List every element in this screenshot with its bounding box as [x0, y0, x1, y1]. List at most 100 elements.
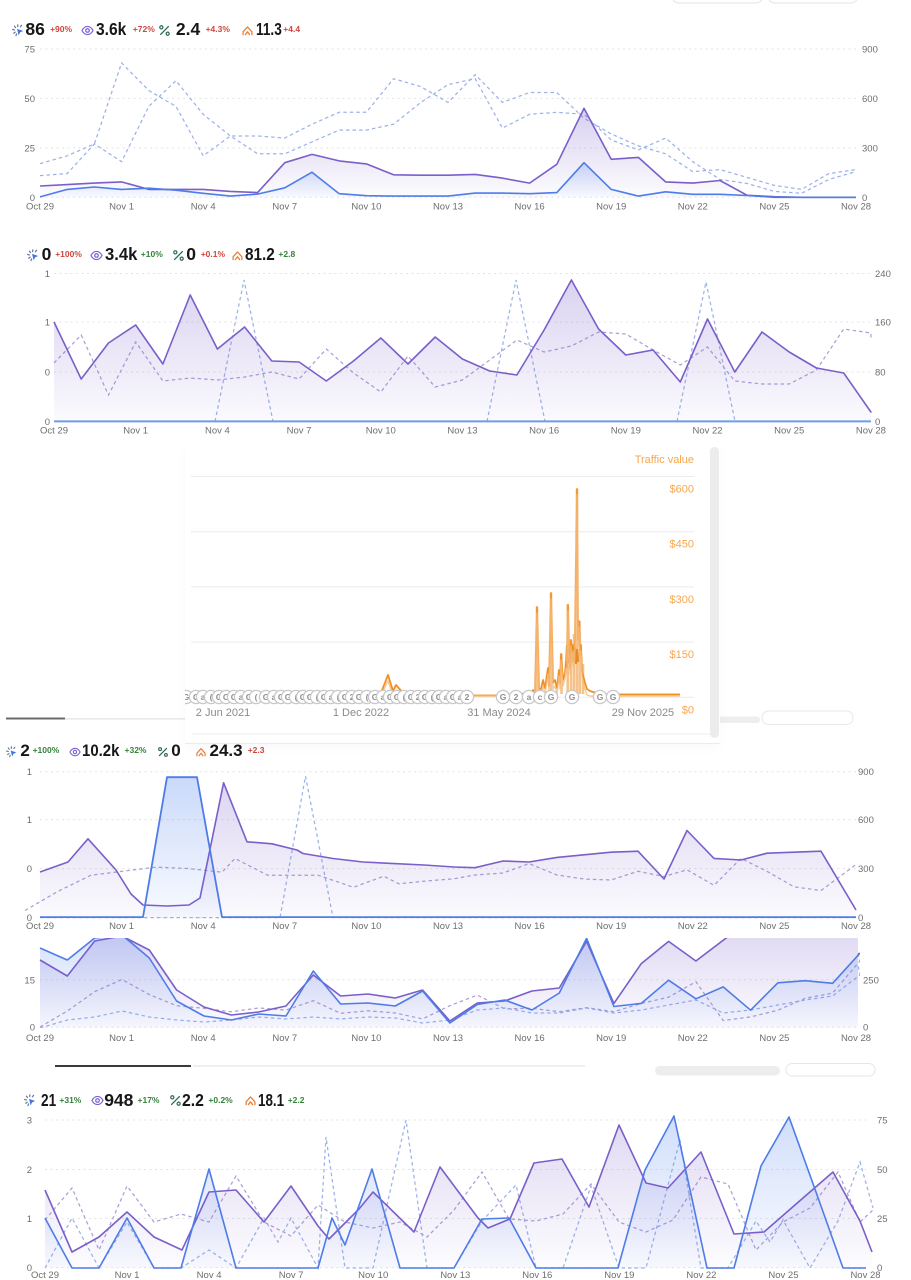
svg-text:240: 240 — [875, 269, 891, 280]
svg-text:Nov 13: Nov 13 — [433, 921, 463, 932]
svg-text:Nov 1: Nov 1 — [109, 1033, 134, 1044]
svg-text:1: 1 — [27, 767, 32, 778]
svg-text:900: 900 — [862, 45, 878, 56]
svg-text:0: 0 — [45, 368, 50, 379]
svg-text:2 Jun 2021: 2 Jun 2021 — [196, 707, 250, 719]
svg-text:G: G — [548, 692, 555, 702]
svg-text:0: 0 — [30, 193, 35, 204]
svg-text:Nov 19: Nov 19 — [596, 921, 626, 932]
svg-text:G: G — [285, 692, 292, 702]
svg-text:G: G — [263, 692, 270, 702]
svg-text:50: 50 — [877, 1165, 888, 1176]
svg-text:Nov 1: Nov 1 — [123, 426, 148, 437]
svg-text:$300: $300 — [670, 594, 694, 606]
svg-text:80: 80 — [875, 368, 886, 379]
svg-text:Nov 28: Nov 28 — [841, 202, 871, 213]
svg-text:c: c — [538, 692, 543, 702]
svg-text:2: 2 — [27, 1165, 32, 1176]
svg-text:Nov 16: Nov 16 — [515, 1033, 545, 1044]
svg-text:Nov 10: Nov 10 — [351, 921, 381, 932]
svg-text:Nov 1: Nov 1 — [115, 1270, 140, 1280]
svg-text:$0: $0 — [682, 704, 694, 716]
svg-text:G: G — [372, 692, 379, 702]
svg-text:300: 300 — [862, 143, 878, 154]
svg-text:Nov 4: Nov 4 — [191, 921, 216, 932]
svg-text:900: 900 — [858, 767, 874, 778]
svg-text:1: 1 — [27, 815, 32, 826]
svg-text:Nov 7: Nov 7 — [287, 426, 312, 437]
svg-text:Oct 29: Oct 29 — [26, 921, 54, 932]
svg-text:Nov 1: Nov 1 — [109, 202, 134, 213]
svg-text:Nov 25: Nov 25 — [759, 921, 789, 932]
svg-text:15: 15 — [24, 975, 35, 986]
svg-text:Nov 7: Nov 7 — [279, 1270, 304, 1280]
svg-text:Nov 22: Nov 22 — [692, 426, 722, 437]
svg-text:Nov 4: Nov 4 — [191, 1033, 216, 1044]
svg-text:Oct 29: Oct 29 — [31, 1270, 59, 1280]
svg-text:Nov 10: Nov 10 — [351, 1033, 381, 1044]
svg-text:a: a — [239, 692, 244, 702]
svg-text:$150: $150 — [670, 649, 694, 661]
svg-text:Nov 28: Nov 28 — [856, 426, 886, 437]
svg-text:25: 25 — [877, 1214, 888, 1225]
svg-text:0: 0 — [27, 1263, 32, 1274]
svg-text:Nov 22: Nov 22 — [678, 202, 708, 213]
svg-text:50: 50 — [24, 94, 35, 105]
svg-text:0: 0 — [27, 913, 32, 924]
svg-text:Nov 13: Nov 13 — [433, 202, 463, 213]
svg-text:Nov 22: Nov 22 — [678, 921, 708, 932]
svg-text:2: 2 — [514, 692, 519, 702]
svg-text:Nov 1: Nov 1 — [109, 921, 134, 932]
svg-text:0: 0 — [45, 417, 50, 428]
svg-text:Nov 16: Nov 16 — [515, 921, 545, 932]
svg-text:C: C — [223, 692, 229, 702]
svg-text:Nov 7: Nov 7 — [272, 1033, 297, 1044]
svg-text:1: 1 — [45, 318, 50, 329]
svg-text:Nov 16: Nov 16 — [522, 1270, 552, 1280]
svg-text:Nov 10: Nov 10 — [366, 426, 396, 437]
svg-text:600: 600 — [858, 815, 874, 826]
svg-text:0: 0 — [877, 1263, 882, 1274]
svg-text:(: ( — [366, 692, 369, 702]
svg-text:300: 300 — [858, 864, 874, 875]
svg-text:Nov 13: Nov 13 — [433, 1033, 463, 1044]
svg-text:2: 2 — [465, 692, 470, 702]
svg-text:Nov 10: Nov 10 — [358, 1270, 388, 1280]
svg-text:0: 0 — [875, 417, 880, 428]
svg-text:Oct 29: Oct 29 — [26, 1033, 54, 1044]
svg-text:0: 0 — [27, 864, 32, 875]
svg-text:$450: $450 — [670, 539, 694, 551]
svg-text:0: 0 — [862, 193, 867, 204]
svg-text:Nov 25: Nov 25 — [774, 426, 804, 437]
svg-text:G: G — [610, 692, 617, 702]
svg-text:Nov 25: Nov 25 — [759, 202, 789, 213]
svg-text:Nov 16: Nov 16 — [529, 426, 559, 437]
svg-text:G: G — [569, 692, 576, 702]
svg-text:Oct 29: Oct 29 — [40, 426, 68, 437]
svg-text:600: 600 — [862, 94, 878, 105]
svg-text:Nov 19: Nov 19 — [596, 202, 626, 213]
svg-text:1: 1 — [27, 1214, 32, 1225]
svg-text:Nov 4: Nov 4 — [205, 426, 230, 437]
svg-text:Nov 16: Nov 16 — [515, 202, 545, 213]
svg-text:(: ( — [210, 692, 213, 702]
svg-text:Nov 22: Nov 22 — [678, 1033, 708, 1044]
svg-text:G: G — [597, 692, 604, 702]
svg-text:Nov 7: Nov 7 — [272, 921, 297, 932]
svg-text:0: 0 — [863, 1023, 868, 1034]
svg-text:31 May 2024: 31 May 2024 — [467, 707, 531, 719]
svg-text:0: 0 — [30, 1023, 35, 1034]
svg-text:Nov 28: Nov 28 — [850, 1270, 880, 1280]
svg-text:29 Nov 2025: 29 Nov 2025 — [612, 707, 674, 719]
svg-text:Nov 19: Nov 19 — [596, 1033, 626, 1044]
svg-text:Nov 7: Nov 7 — [272, 202, 297, 213]
svg-text:Nov 10: Nov 10 — [351, 202, 381, 213]
svg-text:75: 75 — [24, 45, 35, 56]
svg-text:Nov 4: Nov 4 — [191, 202, 216, 213]
svg-text:Oct 29: Oct 29 — [26, 202, 54, 213]
svg-text:160: 160 — [875, 318, 891, 329]
svg-text:$600: $600 — [670, 484, 694, 496]
svg-text:3: 3 — [27, 1116, 32, 1127]
svg-text:Nov 19: Nov 19 — [604, 1270, 634, 1280]
svg-text:Nov 4: Nov 4 — [197, 1270, 222, 1280]
